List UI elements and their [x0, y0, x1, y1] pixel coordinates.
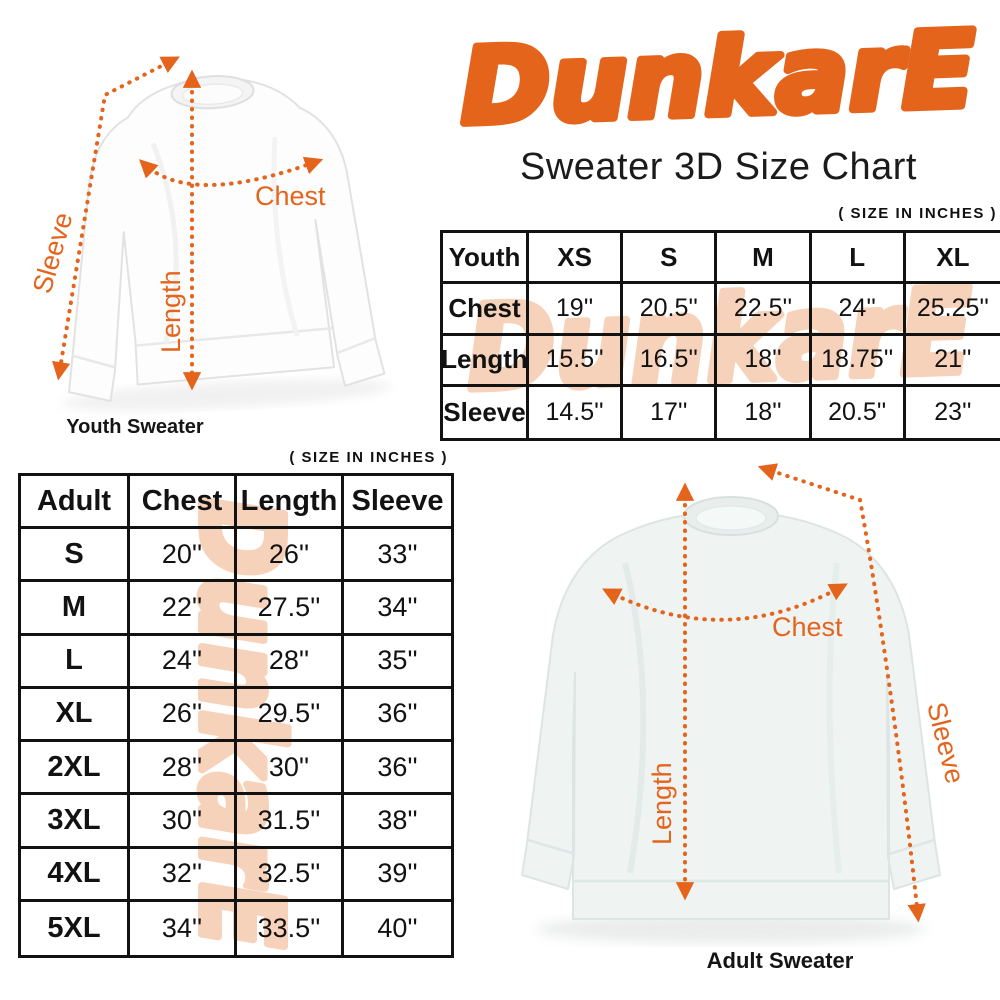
youth-sweater-caption: Youth Sweater: [66, 416, 204, 438]
adult-size-note: ( SIZE IN INCHES ): [289, 449, 448, 466]
adult-row-label: 5XL: [21, 901, 130, 955]
adult-row-label: XL: [21, 688, 130, 743]
adult-table-watermark: DunkarE: [171, 494, 309, 952]
adult-table-header-cell: Length: [237, 476, 344, 530]
adult-table-value: 27.5'': [237, 582, 344, 636]
youth-row-label: Chest: [443, 284, 529, 336]
adult-table-value: 28'': [130, 742, 237, 796]
youth-table-value: 14.5'': [529, 386, 624, 438]
adult-table-header-cell: Sleeve: [344, 476, 451, 530]
adult-table-value: 29.5'': [237, 688, 344, 743]
adult-table-value: 35'': [344, 636, 451, 689]
youth-sweater-drawing: [61, 75, 392, 411]
adult-table-value: 32'': [130, 848, 237, 902]
adult-sweater-drawing: [521, 496, 941, 944]
youth-row-label: Sleeve: [443, 386, 529, 438]
youth-table-header-cell: XL: [905, 233, 1000, 285]
youth-table-value: 16.5'': [623, 335, 718, 387]
youth-table-header-cell: S: [623, 233, 718, 285]
adult-table-value: 24'': [130, 635, 237, 689]
youth-table-value: 19'': [529, 284, 624, 336]
brand-logo-text: DunkarE: [458, 8, 977, 148]
youth-table-value: 18'': [717, 386, 812, 438]
adult-table-value: 26'': [237, 529, 344, 583]
youth-table-value: 17'': [623, 386, 718, 438]
adult-table-header-cell: Adult: [21, 476, 130, 530]
youth-table-header-cell: L: [811, 233, 906, 285]
youth-table-value: 20.5'': [623, 284, 718, 336]
youth-sleeve-label: Sleeve: [27, 209, 79, 297]
youth-table-value: 18.75'': [811, 335, 906, 387]
watermark-text: DunkarE: [465, 264, 974, 417]
youth-size-note: ( SIZE IN INCHES ): [838, 205, 997, 222]
adult-table-value: 28'': [237, 635, 344, 689]
youth-size-table: Youth XS S M L XL Chest 19'' 20.5'' 22.5…: [440, 230, 1000, 441]
youth-table-watermark: DunkarE: [461, 260, 978, 421]
adult-table-value: 20'': [130, 529, 237, 583]
adult-length-label: Length: [647, 762, 677, 845]
youth-table-header-cell: XS: [529, 233, 624, 285]
adult-table-value: 34'': [130, 901, 237, 955]
youth-sweater-illustration: Chest Length Sleeve: [27, 56, 392, 411]
adult-table-value: 40'': [377, 912, 418, 943]
adult-table-value: 30'': [237, 742, 344, 796]
adult-table-header-cell: Chest: [130, 476, 237, 530]
adult-row-label: 3XL: [21, 795, 130, 849]
youth-table-value: 25.25'': [905, 284, 1000, 336]
brand-logo: DunkarE: [454, 4, 981, 152]
youth-table-value: 22.5'': [717, 284, 812, 336]
adult-row-label: M: [21, 582, 130, 636]
adult-table-value: 34'': [344, 582, 451, 636]
adult-sweater-caption: Adult Sweater: [706, 948, 854, 973]
youth-table-header-cell: M: [717, 233, 812, 285]
youth-table-value: 20.5'': [812, 386, 906, 438]
youth-table-header-cell: Youth: [443, 233, 529, 285]
page-title: Sweater 3D Size Chart: [520, 146, 917, 188]
youth-table-value: 23'': [934, 397, 972, 426]
adult-row-label: L: [21, 635, 130, 689]
adult-table-value: 36'': [344, 742, 451, 796]
youth-table-value: 15.5'': [529, 335, 624, 387]
adult-table-value: 39'': [344, 849, 451, 902]
adult-sweater-illustration: Chest Length Sleeve: [521, 463, 970, 944]
adult-table-value: 33'': [344, 529, 451, 583]
youth-table-value: 18'': [717, 335, 812, 387]
adult-measure-lines: [602, 463, 926, 923]
adult-row-label: 4XL: [21, 848, 130, 902]
adult-table-value: 33.5'': [237, 901, 344, 955]
adult-table-value: 32.5'': [237, 848, 344, 902]
adult-sleeve-label: Sleeve: [921, 699, 970, 786]
adult-row-label: 2XL: [21, 742, 130, 796]
adult-size-table: Adult Chest Length Sleeve S 20'' 26'' 33…: [18, 473, 454, 958]
adult-table-value: 30'': [130, 795, 237, 849]
watermark-text: DunkarE: [175, 498, 305, 948]
adult-chest-label: Chest: [772, 612, 843, 642]
youth-length-label: Length: [156, 270, 186, 353]
youth-table-value: 24'': [811, 284, 906, 336]
youth-chest-label: Chest: [255, 181, 326, 211]
adult-table-value: 38'': [344, 795, 451, 849]
youth-table-value: 21'': [905, 336, 1000, 387]
adult-table-value: 36'': [344, 689, 451, 743]
adult-table-value: 31.5'': [237, 795, 344, 849]
youth-row-label: Length: [441, 335, 529, 387]
adult-table-value: 22'': [130, 582, 237, 636]
adult-table-value: 26'': [130, 688, 237, 743]
adult-row-label: S: [21, 529, 130, 583]
youth-measure-lines: [52, 56, 324, 391]
